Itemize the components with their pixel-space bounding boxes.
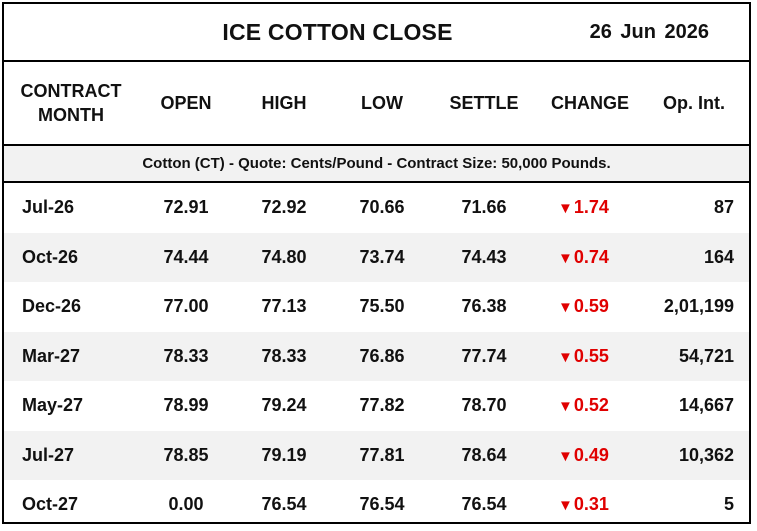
cell-low: 70.66 bbox=[359, 197, 405, 217]
down-arrow-icon: ▼ bbox=[558, 249, 573, 267]
cell-open-interest: 10,362 bbox=[678, 444, 734, 465]
header-open: OPEN bbox=[160, 93, 212, 113]
cell-high: 79.19 bbox=[261, 444, 307, 465]
down-arrow-icon: ▼ bbox=[558, 200, 573, 217]
change-value: 0.74 bbox=[573, 246, 609, 267]
cell-month: Oct-26 bbox=[22, 246, 79, 267]
cell-open: 72.91 bbox=[163, 197, 209, 217]
table-row: Oct-26 74.44 74.80 73.74 74.43 ▼0.74 164 bbox=[4, 232, 749, 283]
cell-month: Mar-27 bbox=[22, 345, 81, 366]
header-open-interest: Op. Int. bbox=[663, 93, 725, 113]
cell-month: Dec-26 bbox=[22, 296, 82, 316]
cell-settle: 76.54 bbox=[461, 494, 507, 514]
down-arrow-icon: ▼ bbox=[558, 447, 573, 465]
cell-change: ▼0.74 bbox=[544, 233, 644, 283]
cell-open-interest: 54,721 bbox=[678, 345, 734, 366]
cell-open: 74.44 bbox=[163, 246, 209, 267]
cell-high: 74.80 bbox=[261, 246, 307, 267]
cell-open: 77.00 bbox=[163, 296, 209, 316]
change-value: 0.59 bbox=[573, 296, 609, 316]
cell-low: 77.81 bbox=[359, 444, 405, 465]
down-arrow-icon: ▼ bbox=[558, 348, 573, 366]
table-row: Oct-27 0.00 76.54 76.54 76.54 ▼0.31 5 bbox=[4, 480, 749, 530]
cotton-close-table: ICE COTTON CLOSE 26 Jun 2026 CONTRACT MO… bbox=[2, 2, 751, 524]
down-arrow-icon: ▼ bbox=[558, 497, 573, 514]
cell-high: 76.54 bbox=[261, 494, 307, 514]
header-high: HIGH bbox=[261, 93, 307, 113]
down-arrow-icon: ▼ bbox=[558, 398, 573, 415]
cell-settle: 78.70 bbox=[461, 395, 507, 415]
table-row: Jul-26 72.91 72.92 70.66 71.66 ▼1.74 87 bbox=[4, 183, 749, 233]
cell-month: Oct-27 bbox=[22, 494, 79, 514]
column-header-row: CONTRACT MONTH OPEN HIGH LOW SETTLE CHAN… bbox=[4, 62, 749, 146]
down-arrow-icon: ▼ bbox=[558, 299, 573, 316]
report-date: 26 Jun 2026 bbox=[589, 21, 709, 43]
change-value: 0.49 bbox=[573, 444, 609, 465]
cell-change: ▼0.52 bbox=[544, 381, 644, 431]
change-value: 0.52 bbox=[573, 395, 609, 415]
cell-settle: 71.66 bbox=[461, 197, 507, 217]
table-row: Dec-26 77.00 77.13 75.50 76.38 ▼0.59 2,0… bbox=[4, 282, 749, 332]
cell-open-interest: 164 bbox=[703, 246, 734, 267]
cell-open-interest: 5 bbox=[723, 494, 734, 514]
cell-low: 77.82 bbox=[359, 395, 405, 415]
header-contract-month-label: CONTRACT MONTH bbox=[20, 81, 122, 125]
cell-open: 78.33 bbox=[163, 345, 209, 366]
title-bar: ICE COTTON CLOSE 26 Jun 2026 bbox=[4, 4, 749, 62]
cell-open: 78.85 bbox=[163, 444, 209, 465]
table-row: Mar-27 78.33 78.33 76.86 77.74 ▼0.55 54,… bbox=[4, 331, 749, 382]
cell-settle: 78.64 bbox=[461, 444, 507, 465]
cell-high: 77.13 bbox=[261, 296, 307, 316]
cell-month: May-27 bbox=[22, 395, 84, 415]
cell-settle: 76.38 bbox=[461, 296, 507, 316]
cell-settle: 74.43 bbox=[461, 246, 507, 267]
cell-open: 0.00 bbox=[168, 494, 204, 514]
cell-month: Jul-27 bbox=[22, 444, 75, 465]
cell-change: ▼0.59 bbox=[544, 282, 644, 332]
cell-settle: 77.74 bbox=[461, 345, 507, 366]
cell-high: 78.33 bbox=[261, 345, 307, 366]
header-low: LOW bbox=[361, 93, 403, 113]
cell-high: 72.92 bbox=[261, 197, 307, 217]
cell-month: Jul-26 bbox=[22, 197, 75, 217]
table-body: Jul-26 72.91 72.92 70.66 71.66 ▼1.74 87 … bbox=[4, 183, 749, 530]
cell-high: 79.24 bbox=[261, 395, 307, 415]
cell-low: 73.74 bbox=[359, 246, 405, 267]
header-contract-month: CONTRACT MONTH bbox=[8, 62, 134, 144]
cell-low: 76.86 bbox=[359, 345, 405, 366]
header-change: CHANGE bbox=[550, 93, 629, 113]
change-value: 0.31 bbox=[573, 494, 609, 514]
cell-change: ▼0.49 bbox=[544, 431, 644, 481]
contract-info-bar: Cotton (CT) - Quote: Cents/Pound - Contr… bbox=[4, 146, 749, 183]
cell-low: 76.54 bbox=[359, 494, 405, 514]
cell-open-interest: 14,667 bbox=[678, 395, 734, 415]
cell-change: ▼0.31 bbox=[544, 480, 644, 530]
table-row: May-27 78.99 79.24 77.82 78.70 ▼0.52 14,… bbox=[4, 381, 749, 431]
header-settle: SETTLE bbox=[449, 93, 519, 113]
cell-open-interest: 87 bbox=[713, 197, 734, 217]
cell-open-interest: 2,01,199 bbox=[663, 296, 734, 316]
cell-low: 75.50 bbox=[359, 296, 405, 316]
cell-change: ▼1.74 bbox=[544, 183, 644, 233]
table-row: Jul-27 78.85 79.19 77.81 78.64 ▼0.49 10,… bbox=[4, 430, 749, 481]
change-value: 1.74 bbox=[573, 197, 609, 217]
change-value: 0.55 bbox=[573, 345, 609, 366]
cell-change: ▼0.55 bbox=[544, 332, 644, 382]
page-title: ICE COTTON CLOSE bbox=[222, 19, 453, 45]
cell-open: 78.99 bbox=[163, 395, 209, 415]
